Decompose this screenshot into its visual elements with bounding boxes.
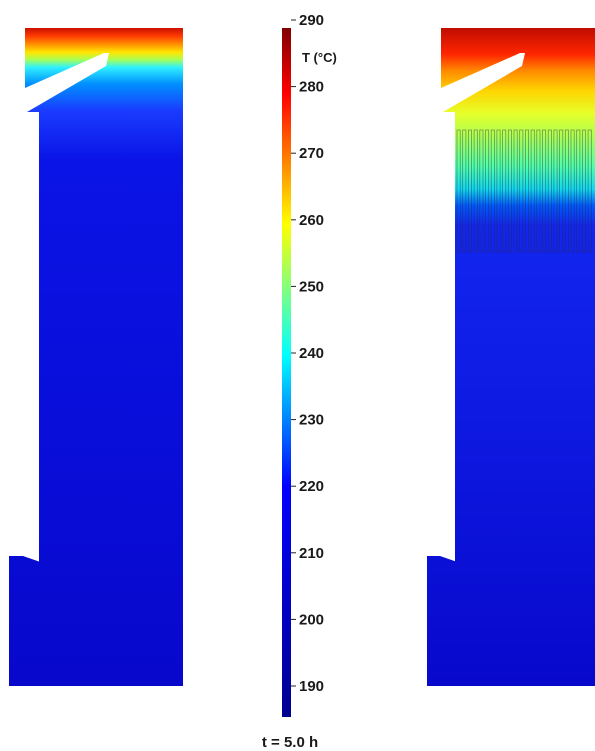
fin [502, 129, 507, 253]
fin [468, 129, 472, 253]
colorbar-tick-label: 200 [299, 611, 324, 628]
colorbar: 290 280 270 260 250 240 230 220 210 200 190 T (°C) [282, 12, 337, 717]
colorbar-unit-label: T (°C) [302, 50, 337, 65]
tank-domain-left [9, 28, 183, 686]
fin [559, 129, 564, 253]
fin [473, 129, 478, 253]
fin [496, 129, 501, 253]
fin [582, 129, 586, 253]
fin [553, 129, 558, 253]
colorbar-tick-label: 260 [299, 212, 324, 229]
colorbar-tick-label: 210 [299, 545, 324, 562]
fin [525, 129, 529, 253]
tank-panel-right [427, 28, 595, 686]
fin [462, 129, 467, 253]
fin [507, 129, 512, 253]
tank-panel-left [9, 28, 183, 686]
fin [547, 129, 552, 253]
colorbar-tick-label: 230 [299, 412, 324, 429]
fin [490, 129, 495, 253]
colorbar-tick-label: 190 [299, 678, 324, 695]
colorbar-tick-label: 220 [299, 478, 324, 495]
fin [485, 129, 490, 253]
fin [564, 129, 569, 253]
fin [479, 129, 484, 253]
fin-array [456, 129, 592, 253]
colorbar-tick-label: 250 [299, 278, 324, 295]
time-label: t = 5.0 h [262, 734, 318, 751]
fin [456, 129, 461, 253]
fin [519, 129, 524, 253]
fin [536, 129, 541, 253]
colorbar-gradient [282, 28, 291, 717]
colorbar-tick-label: 280 [299, 79, 324, 96]
tank-domain-right [427, 28, 595, 686]
fin [513, 129, 518, 253]
colorbar-tick-label: 270 [299, 145, 324, 162]
fin [570, 129, 575, 253]
fin [542, 129, 547, 253]
colorbar-tick-label: 240 [299, 345, 324, 362]
fin [587, 129, 592, 253]
colorbar-ticks: 290 280 270 260 250 240 230 220 210 200 190 [291, 12, 324, 695]
fin [576, 129, 581, 253]
fin [530, 129, 535, 253]
colorbar-tick-label: 290 [299, 12, 324, 29]
